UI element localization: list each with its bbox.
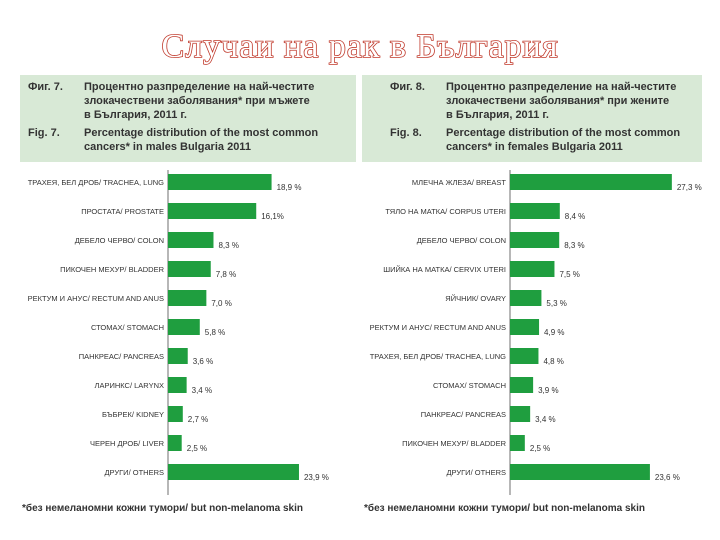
- category-label: ДЕБЕЛО ЧЕРВО/ COLON: [417, 236, 506, 245]
- value-label: 4,9 %: [544, 328, 564, 337]
- figure-number-bg: Фиг. 8.: [390, 81, 425, 93]
- value-label: 16,1%: [261, 212, 284, 221]
- caption-bg-line: Процентно разпределение на най-честите: [446, 81, 677, 93]
- value-label: 8,4 %: [565, 212, 585, 221]
- figure-caption: Фиг. 8. Процентно разпределение на най-ч…: [362, 75, 702, 162]
- value-label: 7,8 %: [216, 270, 236, 279]
- category-label: ТРАХЕЯ, БЕЛ ДРОБ/ TRACHEA, LUNG: [28, 178, 164, 187]
- category-label: ЛАРИНКС/ LARYNX: [95, 381, 164, 390]
- caption-en-line: cancers* in males Bulgaria 2011: [84, 141, 251, 153]
- category-label: ПАНКРЕАС/ PANCREAS: [421, 410, 506, 419]
- value-label: 27,3 %: [677, 183, 702, 192]
- figure-female: Фиг. 8. Процентно разпределение на най-ч…: [362, 75, 702, 525]
- category-label: ПРОСТАТА/ PROSTATE: [81, 207, 164, 216]
- category-label: БЪБРЕК/ KIDNEY: [102, 410, 164, 419]
- value-label: 2,7 %: [188, 415, 208, 424]
- bar: [168, 406, 183, 422]
- bar: [510, 464, 650, 480]
- figure-caption: Фиг. 7. Процентно разпределение на най-ч…: [20, 75, 356, 162]
- category-label: ТЯЛО НА МАТКА/ CORPUS UTERI: [385, 207, 506, 216]
- bar: [168, 319, 200, 335]
- category-label: ШИЙКА НА МАТКА/ CERVIX UTERI: [383, 265, 506, 274]
- value-label: 5,8 %: [205, 328, 225, 337]
- bar: [510, 406, 531, 422]
- category-label: СТОМАХ/ STOMACH: [433, 381, 506, 390]
- value-label: 18,9 %: [277, 183, 302, 192]
- footnote: *без немеланомни кожни тумори/ but non-m…: [364, 503, 646, 514]
- bar: [510, 377, 534, 393]
- bar: [510, 319, 540, 335]
- caption-bg-line: в България, 2011 г.: [84, 109, 187, 121]
- bar: [168, 261, 211, 277]
- value-label: 4,8 %: [543, 357, 563, 366]
- category-label: ТРАХЕЯ, БЕЛ ДРОБ/ TRACHEA, LUNG: [370, 352, 506, 361]
- bar: [168, 435, 182, 451]
- figure-number-en: Fig. 8.: [390, 127, 422, 139]
- bar: [168, 348, 188, 364]
- value-label: 23,6 %: [655, 473, 680, 482]
- bar: [168, 203, 257, 219]
- value-label: 3,4 %: [535, 415, 555, 424]
- value-label: 3,4 %: [192, 386, 212, 395]
- bar: [168, 464, 299, 480]
- category-label: РЕКТУМ И АНУС/ RECTUM AND ANUS: [370, 323, 506, 332]
- value-label: 2,5 %: [530, 444, 550, 453]
- category-label: ПИКОЧЕН МЕХУР/ BLADDER: [402, 439, 506, 448]
- caption-en-line: cancers* in females Bulgaria 2011: [446, 141, 623, 153]
- figure-male: Фиг. 7. Процентно разпределение на най-ч…: [20, 75, 356, 525]
- bar: [510, 261, 555, 277]
- caption-bg-line: злокачествени заболявания* при мъжете: [84, 95, 310, 107]
- category-label: РЕКТУМ И АНУС/ RECTUM AND ANUS: [28, 294, 164, 303]
- caption-en-line: Percentage distribution of the most comm…: [446, 127, 681, 139]
- bar: [510, 348, 539, 364]
- figure-number-bg: Фиг. 7.: [28, 81, 63, 93]
- figure-number-en: Fig. 7.: [28, 127, 60, 139]
- caption-bg-line: Процентно разпределение на най-честите: [84, 81, 315, 93]
- category-label: МЛЕЧНА ЖЛЕЗА/ BREAST: [412, 178, 506, 187]
- category-label: ДРУГИ/ OTHERS: [104, 468, 164, 477]
- category-label: ПАНКРЕАС/ PANCREAS: [79, 352, 164, 361]
- bar: [510, 232, 560, 248]
- bar: [510, 435, 525, 451]
- value-label: 3,9 %: [538, 386, 558, 395]
- bar-chart-females: МЛЕЧНА ЖЛЕЗА/ BREAST 27,3 % ТЯЛО НА МАТКА/…: [370, 170, 702, 495]
- bar-chart-males: ТРАХЕЯ, БЕЛ ДРОБ/ TRACHEA, LUNG 18,9 % ПРО…: [28, 170, 329, 495]
- category-label: ЧЕРЕН ДРОБ/ LIVER: [90, 439, 165, 448]
- bar: [510, 203, 560, 219]
- bar: [168, 377, 187, 393]
- value-label: 7,0 %: [211, 299, 231, 308]
- footnote: *без немеланомни кожни тумори/ but non-m…: [22, 503, 304, 514]
- value-label: 8,3 %: [218, 241, 238, 250]
- value-label: 2,5 %: [187, 444, 207, 453]
- page-title: Случаи на рак в България: [161, 27, 559, 66]
- value-label: 23,9 %: [304, 473, 329, 482]
- bar: [168, 290, 207, 306]
- value-label: 5,3 %: [546, 299, 566, 308]
- bar: [168, 232, 214, 248]
- value-label: 3,6 %: [193, 357, 213, 366]
- value-label: 7,5 %: [559, 270, 579, 279]
- caption-bg-line: в България, 2011 г.: [446, 109, 549, 121]
- category-label: СТОМАХ/ STOMACH: [91, 323, 164, 332]
- value-label: 8,3 %: [564, 241, 584, 250]
- category-label: ДЕБЕЛО ЧЕРВО/ COLON: [75, 236, 164, 245]
- category-label: ЯЙЧНИК/ OVARY: [445, 294, 506, 303]
- caption-en-line: Percentage distribution of the most comm…: [84, 127, 319, 139]
- caption-bg-line: злокачествени заболявания* при жените: [446, 95, 670, 107]
- bar: [168, 174, 272, 190]
- category-label: ПИКОЧЕН МЕХУР/ BLADDER: [60, 265, 164, 274]
- bar: [510, 174, 672, 190]
- bar: [510, 290, 542, 306]
- category-label: ДРУГИ/ OTHERS: [446, 468, 506, 477]
